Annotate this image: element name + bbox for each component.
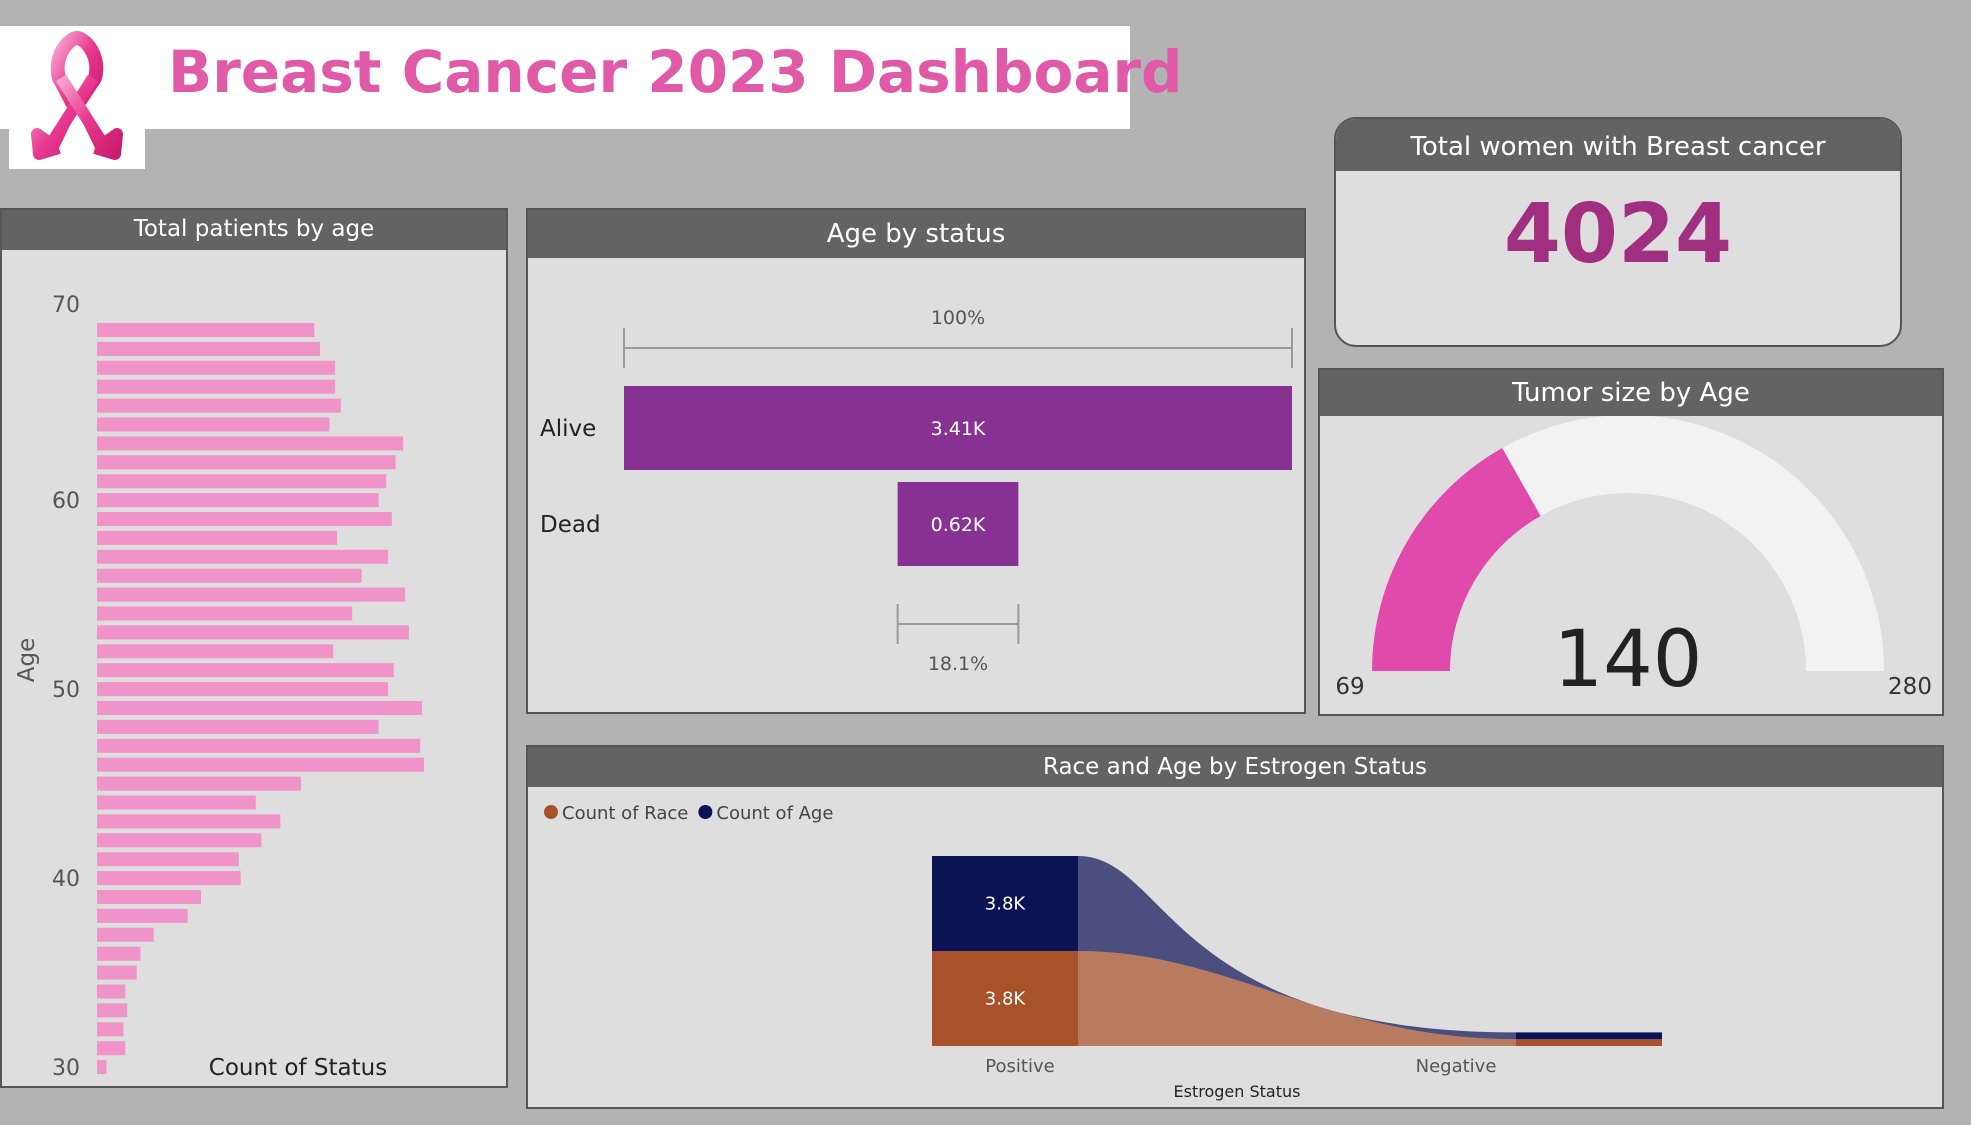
estrogen-category-label: Positive — [985, 1056, 1054, 1077]
age-bar-41[interactable] — [97, 852, 239, 867]
age-by-status-chart: 3.41K Alive 0.62K Dead 100% 18.1% — [540, 307, 1293, 675]
top-percent-label: 100% — [931, 307, 985, 329]
race-negative-block[interactable] — [1516, 1039, 1662, 1046]
estrogen-panel: Race and Age by Estrogen Status Count of… — [526, 745, 1944, 1109]
age-bar-54[interactable] — [97, 606, 353, 621]
estrogen-x-axis-label: Estrogen Status — [1174, 1082, 1301, 1101]
age-bar-32[interactable] — [97, 1022, 124, 1037]
age-area[interactable] — [1078, 856, 1516, 1040]
estrogen-chart: Count of Race Count of Age 3.8K 3.8K Positiv… — [544, 803, 1662, 1101]
age-bar-69[interactable] — [97, 323, 315, 337]
age-bar-53[interactable] — [97, 625, 409, 640]
age-bar-38[interactable] — [97, 908, 188, 923]
age-bar-52[interactable] — [97, 644, 334, 659]
age-bar-42[interactable] — [97, 833, 262, 848]
legend-marker — [698, 805, 713, 819]
age-bar-63[interactable] — [97, 436, 404, 451]
estrogen-title: Race and Age by Estrogen Status — [528, 747, 1942, 787]
age-bar-61[interactable] — [97, 474, 387, 489]
age-bar-56[interactable] — [97, 568, 362, 583]
age-value-label: 3.8K — [985, 894, 1027, 915]
gauge-value: 140 — [1554, 615, 1703, 705]
age-bar-36[interactable] — [97, 946, 141, 961]
patients-by-age-chart: 70 60 50 40 30 Count of Status Age — [14, 293, 424, 1081]
age-by-status-title: Age by status — [528, 210, 1304, 258]
kpi-card: Total women with Breast cancer 4024 — [1334, 117, 1902, 347]
kpi-title: Total women with Breast cancer — [1336, 119, 1900, 171]
page-title: Breast Cancer 2023 Dashboard — [168, 38, 1183, 106]
tumor-size-gauge: 69 280 140 — [1335, 416, 1932, 705]
legend-marker — [544, 805, 558, 819]
age-bar-37[interactable] — [97, 927, 154, 942]
age-bar-55[interactable] — [97, 587, 406, 602]
age-tick-label: 40 — [52, 867, 80, 892]
patients-by-age-title: Total patients by age — [2, 210, 506, 250]
estrogen-category-label: Negative — [1416, 1056, 1497, 1077]
title-banner — [0, 26, 1130, 129]
age-bar-64[interactable] — [97, 417, 330, 432]
age-x-axis-label: Count of Status — [209, 1055, 387, 1081]
age-bar-49[interactable] — [97, 701, 423, 715]
age-bar-48[interactable] — [97, 719, 379, 734]
pink-ribbon-icon — [31, 31, 123, 160]
bottom-percent-label: 18.1% — [928, 653, 988, 675]
status-bar-dead[interactable] — [897, 482, 1019, 566]
age-bar-43[interactable] — [97, 814, 281, 829]
age-tick-label: 60 — [52, 489, 80, 514]
age-bar-51[interactable] — [97, 663, 394, 678]
age-bar-30[interactable] — [97, 1060, 107, 1075]
status-category-label: Alive — [540, 416, 596, 442]
race-area[interactable] — [1078, 951, 1516, 1046]
logo — [9, 26, 145, 169]
age-bar-66[interactable] — [97, 379, 336, 394]
age-bar-57[interactable] — [97, 549, 389, 564]
age-negative-block[interactable] — [1516, 1032, 1662, 1040]
status-value-label: 0.62K — [931, 514, 986, 536]
bottom-bracket — [896, 604, 1020, 644]
age-bar-31[interactable] — [97, 1041, 126, 1056]
patients-by-age-panel: Total patients by age 70 60 50 40 30 Count of… — [0, 208, 508, 1088]
age-bar-50[interactable] — [97, 682, 389, 697]
race-value-label: 3.8K — [985, 989, 1027, 1010]
kpi-value: 4024 — [1503, 187, 1733, 282]
age-tick-label: 30 — [52, 1056, 80, 1081]
age-bar-67[interactable] — [97, 360, 336, 375]
age-bar-59[interactable] — [97, 512, 392, 526]
legend-label[interactable]: Count of Age — [716, 803, 833, 824]
status-category-label: Dead — [540, 512, 601, 538]
tumor-size-panel: Tumor size by Age 69 280 140 — [1318, 368, 1944, 716]
top-bracket — [623, 328, 1293, 368]
gauge-max-label: 280 — [1888, 674, 1932, 700]
tumor-size-title: Tumor size by Age — [1320, 370, 1942, 416]
age-bar-44[interactable] — [97, 795, 256, 810]
age-tick-label: 50 — [52, 678, 80, 703]
age-bar-47[interactable] — [97, 738, 421, 753]
age-bar-60[interactable] — [97, 493, 379, 508]
age-bar-35[interactable] — [97, 965, 137, 980]
gauge-fill — [1372, 448, 1541, 671]
age-bar-46[interactable] — [97, 757, 424, 772]
age-by-status-panel: Age by status 3.41K Alive 0.62K Dead 100% 18.… — [526, 208, 1306, 714]
age-bar-65[interactable] — [97, 398, 341, 413]
status-value-label: 3.41K — [931, 418, 986, 440]
age-bar-34[interactable] — [97, 984, 126, 999]
age-positive-block[interactable] — [932, 856, 1078, 951]
gauge-min-label: 69 — [1335, 674, 1364, 700]
age-tick-label: 70 — [52, 293, 80, 318]
age-bar-68[interactable] — [97, 341, 321, 356]
age-bar-39[interactable] — [97, 890, 201, 904]
race-positive-block[interactable] — [932, 951, 1078, 1046]
legend-label[interactable]: Count of Race — [562, 803, 688, 824]
status-bar-alive[interactable] — [624, 386, 1292, 470]
age-bar-45[interactable] — [97, 776, 302, 791]
age-bar-33[interactable] — [97, 1003, 128, 1018]
age-bar-62[interactable] — [97, 455, 396, 470]
age-y-axis-label: Age — [14, 638, 40, 682]
age-bar-40[interactable] — [97, 871, 241, 886]
age-bar-58[interactable] — [97, 530, 338, 545]
